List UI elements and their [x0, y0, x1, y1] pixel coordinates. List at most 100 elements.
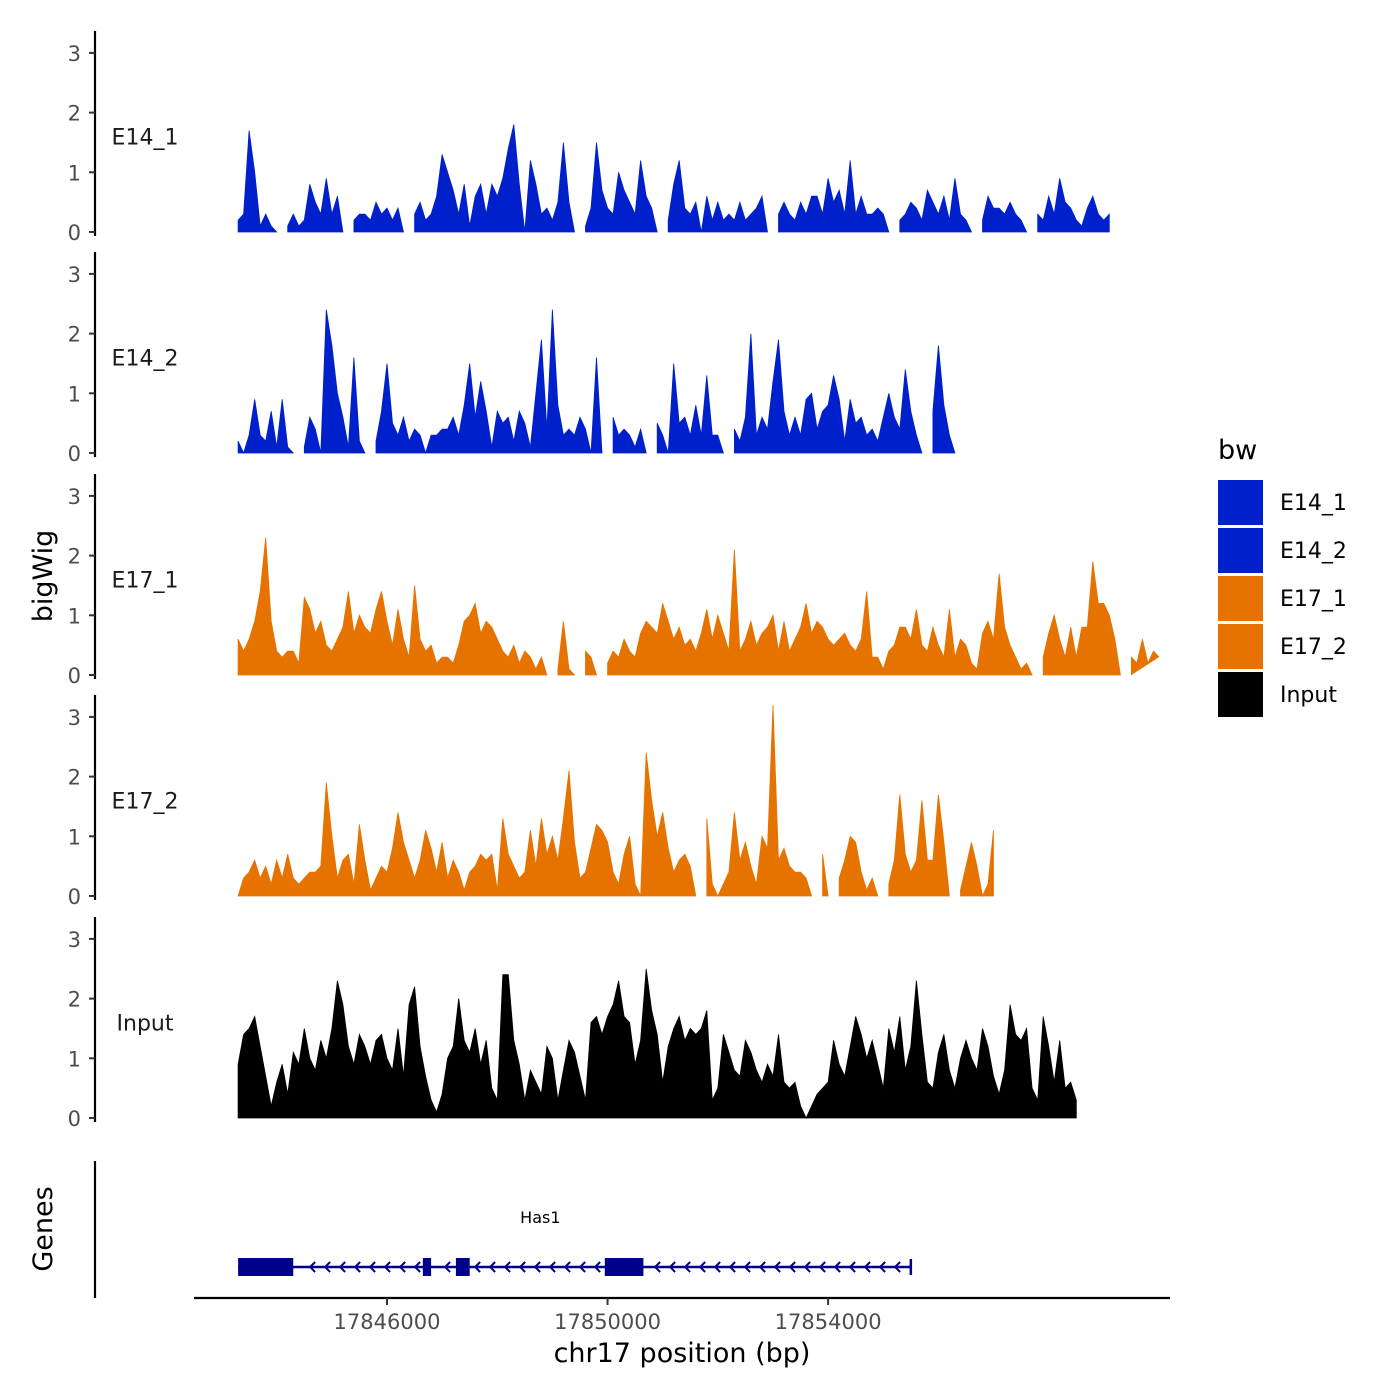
signal-area — [612, 417, 647, 454]
signal-area — [303, 309, 366, 454]
gene-strand-arrow — [488, 1261, 496, 1273]
gene-strand-arrow — [653, 1261, 661, 1273]
gene-strand-arrow — [713, 1261, 721, 1273]
gene-strand-arrow — [443, 1261, 451, 1273]
signal-area — [734, 333, 923, 454]
signal-area — [667, 160, 768, 233]
gene-strand-arrow — [503, 1261, 511, 1273]
legend-title: bw — [1218, 435, 1257, 466]
signal-area — [899, 178, 973, 233]
y-tick-label: 0 — [68, 221, 81, 245]
track-e14-2: 0 1 2 3 E14_2 — [68, 252, 956, 466]
signal-tracks: 0 1 2 3 E14_1 0 1 2 3 E14_2 0 1 2 3 E17_1 0 1 2 3 E17_2 0 1 2 3… — [68, 31, 1160, 1131]
gene-strand-arrow — [518, 1261, 526, 1273]
y-tick-label: 0 — [68, 664, 81, 688]
legend-swatch — [1218, 480, 1263, 525]
x-tick-label: 17846000 — [334, 1310, 441, 1334]
signal-area — [838, 835, 879, 897]
y-axis-title: bigWig — [28, 530, 59, 623]
gene-strand-arrow — [698, 1261, 706, 1273]
track-label: Input — [117, 1011, 174, 1036]
gene-strand-arrow — [758, 1261, 766, 1273]
legend-label: E17_1 — [1280, 587, 1347, 612]
signal-area — [607, 549, 1033, 676]
signal-area — [706, 704, 813, 897]
signal-area — [888, 794, 950, 897]
signal-area — [656, 363, 724, 454]
y-tick-label: 1 — [68, 825, 81, 849]
genes-track-label: Genes — [28, 1186, 59, 1271]
x-axis-title: chr17 position (bp) — [554, 1338, 811, 1369]
gene-strand-arrow — [878, 1261, 886, 1273]
signal-area — [237, 537, 548, 676]
gene-strand-arrow — [818, 1261, 826, 1273]
gene-strand-arrow — [383, 1261, 391, 1273]
signal-area — [982, 194, 1028, 233]
signal-area — [557, 621, 576, 676]
signal-area — [414, 124, 575, 233]
gene-strand-arrow — [323, 1261, 331, 1273]
signal-area — [585, 142, 658, 233]
gene-exon — [455, 1258, 470, 1276]
legend: bw E14_1 E14_2 E17_1 E17_2 Input — [1218, 435, 1347, 717]
signal-area — [375, 309, 603, 455]
y-tick-label: 3 — [68, 928, 81, 952]
gene-strand-arrow — [848, 1261, 856, 1273]
genes-track: Genes Has1 — [28, 1161, 913, 1298]
track-input: 0 1 2 3 Input — [68, 917, 1077, 1131]
gene-strand-arrow — [683, 1261, 691, 1273]
legend-swatch — [1218, 672, 1263, 717]
gene-strand-arrow — [833, 1261, 841, 1273]
gene-strand-arrow — [353, 1261, 361, 1273]
y-tick-label: 1 — [68, 604, 81, 628]
y-tick-label: 0 — [68, 442, 81, 466]
legend-swatch — [1218, 528, 1263, 573]
gene-strand-arrow — [788, 1261, 796, 1273]
signal-area — [778, 160, 890, 233]
legend-label: E14_1 — [1280, 491, 1347, 516]
signal-area — [960, 830, 994, 898]
y-tick-label: 2 — [68, 323, 81, 347]
gene-strand-arrow — [338, 1261, 346, 1273]
gene-strand-arrow — [473, 1261, 481, 1273]
signal-area — [1131, 639, 1160, 675]
legend-label: E14_2 — [1280, 539, 1347, 564]
y-tick-label: 1 — [68, 161, 81, 185]
signal-area — [237, 399, 295, 455]
track-label: E17_1 — [112, 568, 179, 593]
gene-strand-arrow — [743, 1261, 751, 1273]
gene-strand-arrow — [803, 1261, 811, 1273]
y-tick-label: 0 — [68, 885, 81, 909]
legend-swatch — [1218, 624, 1263, 669]
x-tick-label: 17850000 — [554, 1310, 661, 1334]
y-tick-label: 3 — [68, 42, 81, 66]
legend-swatch — [1218, 576, 1263, 621]
gene-strand-arrow — [593, 1261, 601, 1273]
gene-exon — [238, 1258, 294, 1276]
signal-area — [287, 178, 344, 233]
y-tick-label: 2 — [68, 102, 81, 126]
x-tick-label: 17854000 — [775, 1310, 882, 1334]
gene-strand-arrow — [308, 1261, 316, 1273]
gene-strand-arrow — [548, 1261, 556, 1273]
signal-area — [1042, 561, 1121, 676]
y-tick-label: 1 — [68, 1047, 81, 1071]
track-label: E14_2 — [112, 346, 179, 371]
track-e14-1: 0 1 2 3 E14_1 — [68, 31, 1110, 245]
gene-strand-arrow — [413, 1261, 421, 1273]
signal-area — [237, 968, 1077, 1119]
y-tick-label: 2 — [68, 766, 81, 790]
gene-exon — [422, 1258, 432, 1276]
y-tick-label: 2 — [68, 988, 81, 1012]
signal-area — [932, 345, 956, 454]
y-tick-label: 3 — [68, 706, 81, 730]
legend-label: E17_2 — [1280, 635, 1347, 660]
signal-area — [237, 752, 697, 897]
track-label: E14_1 — [112, 125, 179, 150]
signal-area — [353, 201, 405, 233]
gene-exon — [604, 1258, 644, 1276]
gene-strand-arrow — [578, 1261, 586, 1273]
y-tick-label: 2 — [68, 545, 81, 569]
signal-area — [585, 650, 598, 676]
signal-area — [1037, 178, 1110, 233]
